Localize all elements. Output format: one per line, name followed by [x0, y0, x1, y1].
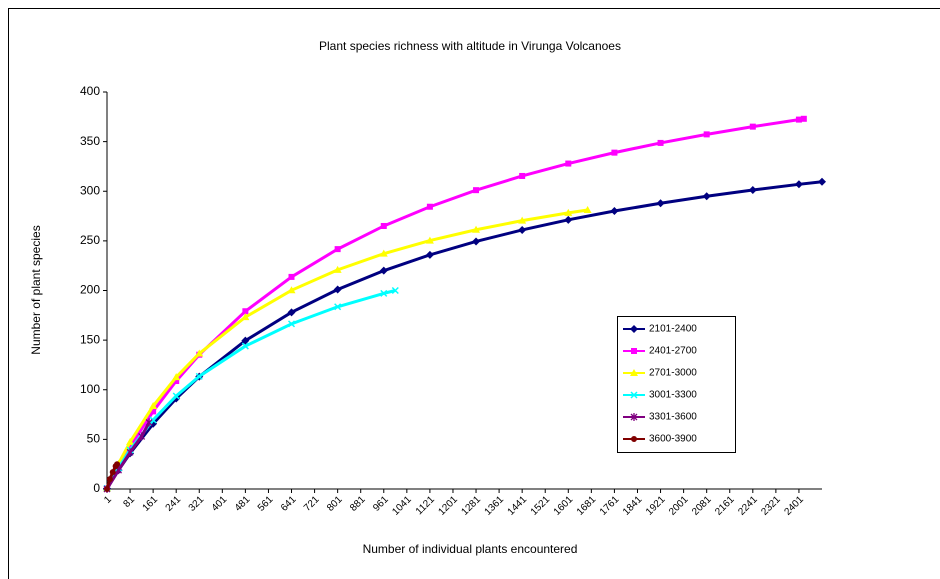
series-line	[105, 180, 823, 490]
x-axis-label: Number of individual plants encountered	[363, 542, 578, 556]
marker	[172, 373, 181, 381]
chart-title: Plant species richness with altitude in …	[319, 39, 621, 53]
marker	[702, 192, 711, 201]
y-tick-label: 300	[80, 183, 100, 197]
marker	[195, 349, 204, 357]
marker	[800, 115, 807, 122]
marker	[106, 476, 113, 483]
legend-label: 3001-3300	[649, 390, 697, 401]
legend-marker	[630, 325, 638, 333]
marker	[379, 249, 388, 257]
marker	[380, 289, 388, 297]
marker	[333, 265, 342, 273]
legend-box	[617, 316, 736, 453]
marker	[333, 285, 342, 294]
marker	[472, 237, 481, 246]
marker	[145, 418, 153, 427]
marker	[703, 131, 710, 138]
marker	[425, 250, 434, 259]
legend-marker	[630, 369, 638, 376]
marker	[109, 469, 116, 476]
marker	[287, 308, 296, 317]
marker	[150, 408, 157, 415]
marker	[583, 206, 592, 214]
legend-label: 3301-3600	[649, 412, 697, 423]
marker	[657, 139, 664, 146]
marker	[287, 286, 296, 294]
marker	[104, 486, 110, 492]
marker	[149, 402, 158, 410]
marker	[195, 372, 203, 380]
y-axis-label: Number of plant species	[29, 225, 43, 354]
marker	[114, 461, 121, 468]
legend-label: 2701-3000	[649, 368, 697, 379]
marker	[287, 320, 296, 328]
legend-marker	[630, 413, 638, 421]
legend-label: 2401-2700	[649, 346, 697, 357]
legend-marker	[630, 391, 638, 399]
marker	[656, 199, 665, 208]
marker	[126, 448, 134, 457]
marker	[472, 225, 481, 233]
legend-marker	[631, 436, 637, 442]
marker	[241, 313, 250, 321]
marker	[564, 215, 573, 224]
marker	[334, 246, 341, 253]
marker	[610, 207, 619, 216]
y-tick-label: 400	[80, 84, 100, 98]
marker	[818, 177, 826, 186]
legend-marker	[631, 348, 637, 354]
marker	[334, 303, 342, 311]
marker	[473, 187, 480, 194]
marker	[748, 185, 757, 194]
series-line	[105, 117, 805, 490]
marker	[425, 236, 434, 244]
y-tick-label: 250	[80, 233, 100, 247]
y-tick-label: 0	[93, 481, 100, 495]
chart-border	[8, 8, 940, 579]
marker	[564, 208, 573, 216]
marker	[173, 378, 180, 385]
marker	[126, 438, 135, 446]
marker	[379, 266, 388, 275]
legend-label: 3600-3900	[649, 434, 697, 445]
marker	[518, 216, 527, 224]
y-tick-label: 150	[80, 332, 100, 346]
marker	[749, 123, 756, 130]
marker	[611, 149, 618, 156]
marker	[138, 432, 146, 441]
y-tick-label: 200	[80, 283, 100, 297]
marker	[519, 172, 526, 179]
marker	[518, 225, 527, 234]
y-tick-label: 50	[87, 432, 101, 446]
marker	[242, 308, 249, 315]
marker	[426, 203, 433, 210]
marker	[241, 336, 250, 345]
marker	[172, 392, 180, 400]
marker	[288, 273, 295, 280]
marker	[391, 286, 399, 295]
y-tick-label: 100	[80, 382, 100, 396]
marker	[127, 443, 134, 450]
marker	[565, 160, 572, 167]
marker	[794, 180, 803, 189]
marker	[149, 416, 157, 424]
legend-label: 2101-2400	[649, 324, 697, 335]
y-tick-label: 350	[80, 134, 100, 148]
marker	[241, 342, 249, 350]
marker	[380, 222, 387, 229]
marker	[795, 116, 802, 123]
